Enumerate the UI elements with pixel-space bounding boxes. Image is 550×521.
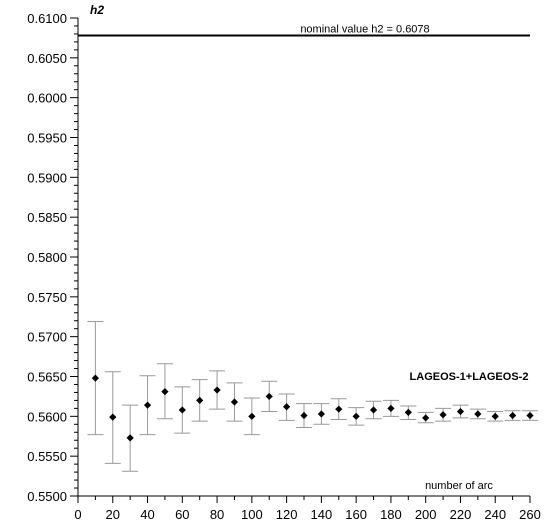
- x-tick-label: 0: [74, 507, 81, 521]
- data-point: [335, 405, 343, 413]
- data-point: [456, 407, 465, 416]
- x-tick-label: 200: [415, 507, 437, 521]
- y-axis-label: h2: [90, 3, 104, 17]
- y-tick-label: 0.6100: [27, 11, 67, 26]
- data-point: [265, 392, 273, 401]
- x-ticks: 0 20 40 60 80 100 120 140 160 180 200 220 240 260: [74, 496, 541, 521]
- y-tick-label: 0.5700: [27, 330, 67, 345]
- x-tick-label: 140: [311, 507, 333, 521]
- x-tick-label: 180: [380, 507, 402, 521]
- data-point: [126, 434, 134, 442]
- y-tick-label: 0.5600: [27, 409, 67, 424]
- data-point: [491, 412, 499, 420]
- series-label: LAGEOS-1+LAGEOS-2: [410, 371, 529, 383]
- x-tick-label: 20: [106, 507, 120, 521]
- y-tick-label: 0.5650: [27, 370, 67, 385]
- x-axis-label: number of arc: [425, 480, 493, 492]
- x-tick-label: 120: [276, 507, 298, 521]
- data-point: [439, 411, 447, 419]
- y-tick-label: 0.5550: [27, 449, 67, 464]
- data-point: [509, 411, 517, 420]
- x-tick-label: 160: [345, 507, 367, 521]
- data-point: [422, 414, 430, 422]
- data-point: [474, 410, 482, 418]
- x-tick-label: 100: [241, 507, 263, 521]
- x-tick-label: 240: [484, 507, 506, 521]
- data-point: [213, 386, 221, 394]
- data-point: [283, 403, 291, 411]
- data-point: [91, 374, 99, 382]
- y-tick-label: 0.6000: [27, 91, 67, 106]
- data-point: [109, 413, 117, 421]
- y-tick-label: 0.5950: [27, 131, 67, 146]
- y-tick-label: 0.6050: [27, 51, 67, 66]
- x-tick-label: 260: [519, 507, 541, 521]
- y-tick-label: 0.5500: [27, 489, 67, 504]
- y-tick-label: 0.5850: [27, 210, 67, 225]
- data-point: [352, 412, 360, 420]
- x-tick-label: 220: [450, 507, 472, 521]
- data-point: [230, 398, 239, 406]
- data-point: [387, 404, 395, 412]
- data-point: [178, 406, 186, 414]
- y-tick-label: 0.5900: [27, 170, 67, 185]
- marker-layer: [91, 374, 534, 442]
- data-point: [143, 401, 152, 409]
- data-point: [300, 411, 308, 420]
- data-point: [369, 406, 378, 414]
- data-point: [317, 410, 325, 418]
- x-tick-label: 40: [140, 507, 154, 521]
- y-tick-label: 0.5750: [27, 290, 67, 305]
- x-tick-label: 80: [210, 507, 224, 521]
- x-tick-label: 60: [175, 507, 189, 521]
- data-point: [161, 388, 169, 396]
- nominal-value-label: nominal value h2 = 0.6078: [300, 24, 429, 36]
- data-point: [196, 396, 204, 404]
- y-ticks: 0.5500 0.5550 0.5600 0.5650 0.5700 0.5750 0.58…: [27, 11, 78, 504]
- data-point: [404, 408, 412, 416]
- data-point: [248, 412, 256, 420]
- y-tick-label: 0.5800: [27, 250, 67, 265]
- data-point: [526, 411, 534, 420]
